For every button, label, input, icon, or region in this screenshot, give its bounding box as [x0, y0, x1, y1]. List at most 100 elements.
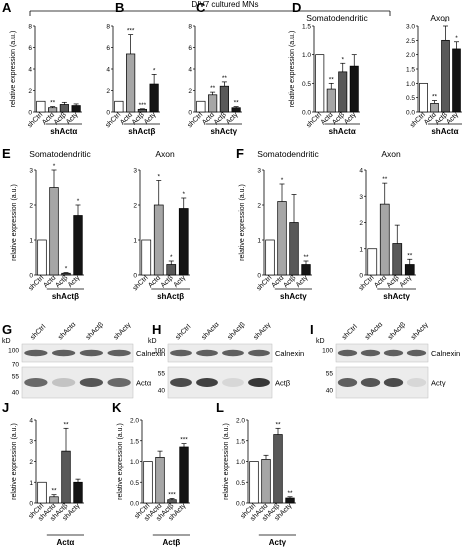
y-tick-label: 4: [359, 168, 363, 175]
bar-Actγ: [71, 105, 81, 113]
blot-band: [196, 349, 218, 357]
blot-band: [79, 349, 104, 357]
y-tick-label: 6: [188, 45, 192, 52]
bar-Actγ: [178, 208, 189, 276]
bar-Actα: [126, 53, 136, 113]
bar-Actα: [49, 187, 59, 276]
bar-shCtrl: [141, 239, 152, 276]
chart-panel-d1: Somatodendritic 0.0 0.5 1.0 1.5 relative expr…: [289, 13, 368, 136]
y-tick-label: 2: [29, 459, 33, 466]
molecular-weight-marker: 55: [158, 371, 166, 378]
lane-label: shActβ: [387, 321, 407, 341]
header-layer: DIV7 cultured MNs: [29, 0, 391, 16]
bar-Actβ: [392, 243, 403, 276]
blot-band: [248, 378, 270, 387]
significance-marker: *: [65, 266, 68, 273]
blot-band: [337, 349, 358, 357]
y-tick-label: 6: [28, 45, 32, 52]
panel-letter-j: J: [2, 400, 9, 415]
y-tick-label: 0.5: [302, 81, 311, 88]
bar-Actγ: [349, 65, 359, 113]
significance-marker: *: [153, 67, 156, 74]
chart-panel-e1: Somatodendritic 0 1 2 3 relative expression (…: [11, 149, 91, 301]
y-tick-label: 1.5: [236, 438, 245, 445]
bar-shCtrl: [37, 239, 47, 276]
blot-band: [222, 378, 244, 387]
bar-shCtrl: [36, 100, 46, 113]
y-tick-label: 3: [359, 194, 363, 201]
chart-panel-k: 0.0 0.5 1.0 1.5 2.0 relative expression (a.u.…: [117, 418, 190, 547]
y-tick-label: 8: [28, 24, 32, 31]
y-tick-label: 1: [29, 480, 33, 487]
chart-title: Axon: [155, 149, 175, 159]
y-tick-label: 1.5: [406, 67, 415, 74]
bar-shActα: [261, 459, 271, 504]
bar-shCtrl: [367, 248, 378, 276]
y-tick-label: 0: [29, 501, 33, 508]
group-label: Actα: [56, 538, 74, 547]
y-tick-label: 0.5: [236, 480, 245, 487]
significance-marker: ***: [180, 437, 188, 444]
y-tick-label: 0: [133, 273, 137, 280]
panel-letter-e: E: [2, 146, 11, 161]
y-tick-label: 6: [106, 45, 110, 52]
group-label: shActα: [329, 127, 356, 136]
x-tick-label: Actγ: [173, 274, 188, 289]
molecular-weight-marker: 55: [12, 374, 20, 381]
x-tick-label: Actβ: [386, 274, 401, 289]
panel-letter-b: B: [115, 0, 124, 15]
significance-marker: ***: [127, 28, 135, 35]
bar-shActβ: [167, 499, 177, 504]
panel-letter-f: F: [236, 146, 244, 161]
significance-marker: **: [432, 94, 438, 101]
bar-shActγ: [73, 481, 83, 504]
bar-Actα: [379, 203, 390, 276]
y-tick-label: 2.0: [406, 52, 415, 59]
lane-label: shCtrl: [174, 323, 192, 341]
significance-marker: **: [222, 75, 228, 82]
y-tick-label: 4: [28, 67, 32, 74]
y-tick-label: 3: [257, 168, 261, 175]
y-tick-label: 8: [188, 24, 192, 31]
significance-marker: **: [287, 490, 293, 497]
bar-Actα: [277, 201, 287, 276]
y-tick-label: 2: [29, 203, 33, 210]
molecular-weight-marker: 100: [322, 348, 333, 355]
y-tick-label: 1: [359, 246, 363, 253]
group-label: Actβ: [163, 538, 181, 547]
molecular-weight-marker: 40: [158, 388, 166, 395]
blot-panel-i: kD 100 55 40 shCtrl shActα shActβ shActγCalnexi…: [316, 321, 460, 399]
y-tick-label: 0: [28, 110, 32, 117]
band-label: Calnexin: [431, 349, 460, 358]
bar-Actα: [208, 94, 218, 113]
y-axis-label: relative expression (a.u.): [11, 423, 18, 500]
bar-Actγ: [73, 215, 83, 276]
blot-band: [248, 349, 270, 357]
significance-marker: **: [329, 76, 335, 83]
lane-label: shActγ: [410, 321, 430, 341]
group-label: shActβ: [52, 292, 79, 301]
bar-Actβ: [166, 264, 177, 276]
blot-panel-h: kD 100 55 40 shCtrl shActα shActβ shActγCalnexi…: [148, 321, 304, 399]
y-tick-label: 2: [257, 203, 261, 210]
y-axis-label: relative expression (a.u.): [239, 184, 246, 261]
blot-band: [51, 378, 76, 387]
significance-marker: *: [182, 191, 185, 198]
y-tick-label: 4: [106, 67, 110, 74]
bar-shCtrl: [315, 54, 325, 113]
panel-letter-d: D: [292, 0, 301, 15]
significance-marker: *: [157, 174, 160, 181]
blot-band: [24, 349, 48, 357]
bar-shCtrl: [114, 100, 124, 113]
chart-panel-d2: Axon0.00.51.01.52.02.53.0shCtrl**Actα*Ac…: [406, 13, 462, 136]
y-tick-label: 0.0: [236, 501, 245, 508]
group-label: Actγ: [269, 538, 287, 547]
bar-Actγ: [231, 107, 241, 113]
y-tick-label: 0.0: [302, 110, 311, 117]
y-tick-label: 1.0: [130, 459, 139, 466]
x-tick-label: Actα: [42, 274, 57, 289]
blot-band: [222, 349, 244, 357]
